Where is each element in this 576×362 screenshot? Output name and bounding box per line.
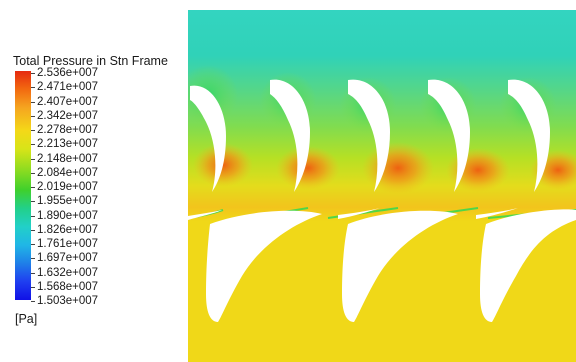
- tick-label: 2.278e+007: [31, 123, 147, 137]
- blade: [270, 79, 310, 192]
- tick-label: 1.568e+007: [31, 280, 147, 294]
- pressure-contour-view[interactable]: [188, 10, 576, 362]
- tick-label: 1.503e+007: [31, 294, 147, 308]
- tick-label: 1.632e+007: [31, 266, 147, 280]
- tick-label: 2.342e+007: [31, 109, 147, 123]
- tick-label: 1.890e+007: [31, 209, 147, 223]
- legend-title: Total Pressure in Stn Frame: [13, 54, 168, 68]
- lower-leading-edges: [188, 208, 518, 220]
- tick-label: 2.407e+007: [31, 95, 147, 109]
- blade: [342, 210, 458, 322]
- tick-label: 2.213e+007: [31, 137, 147, 151]
- blade: [428, 79, 470, 192]
- tick-label: 2.084e+007: [31, 166, 147, 180]
- lower-blade-row: [206, 209, 576, 322]
- tick-label: 2.536e+007: [31, 66, 147, 80]
- upper-blade-row: [190, 79, 550, 192]
- blade: [480, 209, 576, 322]
- tick-label: 1.697e+007: [31, 251, 147, 265]
- colorbar: [15, 71, 31, 300]
- tick-label: 2.148e+007: [31, 152, 147, 166]
- tick-label: 2.019e+007: [31, 180, 147, 194]
- blade: [190, 85, 226, 192]
- unit-label: [Pa]: [15, 312, 38, 326]
- tick-label: 2.471e+007: [31, 80, 147, 94]
- blade: [348, 79, 390, 192]
- blade: [508, 79, 550, 192]
- tick-label: 1.826e+007: [31, 223, 147, 237]
- colorbar-tick-labels: 2.536e+007 2.471e+007 2.407e+007 2.342e+…: [31, 66, 147, 308]
- blade: [206, 210, 322, 322]
- tick-label: 1.955e+007: [31, 194, 147, 208]
- tick-label: 1.761e+007: [31, 237, 147, 251]
